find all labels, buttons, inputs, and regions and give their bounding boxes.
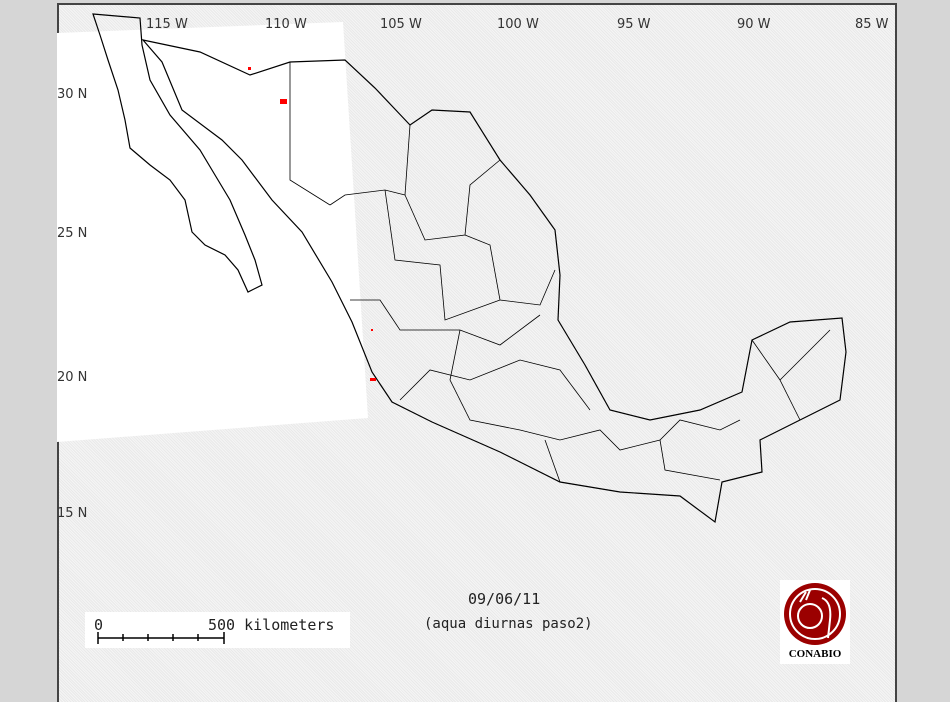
map-subtitle: (aqua diurnas paso2) <box>424 616 593 632</box>
hotspot-marker <box>280 99 287 104</box>
hotspot-marker <box>371 329 373 331</box>
scale-bar-background <box>85 612 350 648</box>
lon-label: 105 W <box>380 17 422 32</box>
lon-label: 95 W <box>617 17 651 32</box>
lon-label: 115 W <box>146 17 188 32</box>
lon-label: 90 W <box>737 17 771 32</box>
hotspot-marker <box>248 67 251 70</box>
conabio-logo: CONABIO <box>780 580 850 664</box>
lat-label: 25 N <box>57 226 87 241</box>
lon-label: 100 W <box>497 17 539 32</box>
scale-end-label: 500 kilometers <box>208 616 335 634</box>
lat-label: 20 N <box>57 370 87 385</box>
scale-bar <box>97 632 225 644</box>
baja-california-outline <box>92 13 263 293</box>
mainland-mexico-outline <box>141 39 847 524</box>
scale-start-label: 0 <box>94 616 104 634</box>
conabio-logo-text: CONABIO <box>788 648 842 660</box>
hotspot-marker <box>370 378 376 381</box>
lon-label: 110 W <box>265 17 307 32</box>
lon-label: 85 W <box>855 17 889 32</box>
image-coverage-area <box>57 22 368 442</box>
state-borders <box>289 62 831 483</box>
map-date: 09/06/11 <box>468 590 541 608</box>
lat-label: 30 N <box>57 87 87 102</box>
lat-label: 15 N <box>57 506 87 521</box>
conabio-emblem-icon <box>784 583 846 645</box>
